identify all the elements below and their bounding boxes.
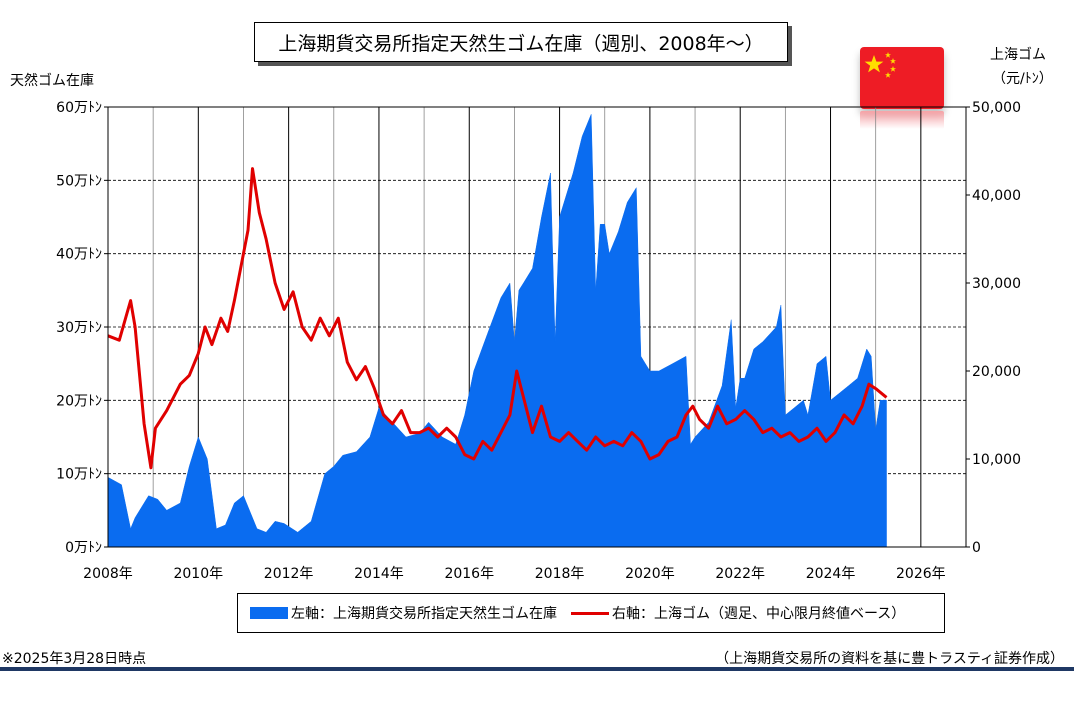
source-note: （上海期貨交易所の資料を基に豊トラスティ証券作成） bbox=[715, 651, 1064, 667]
china-flag-stars bbox=[864, 52, 896, 78]
left-axis-tick-label: 0万ﾄﾝ bbox=[65, 540, 102, 556]
x-axis-tick-label: 2026年 bbox=[896, 566, 946, 582]
date-note: ※2025年3月28日時点 bbox=[2, 651, 147, 667]
inventory-area-series bbox=[107, 114, 887, 548]
left-axis-label: 天然ゴム在庫 bbox=[10, 73, 94, 89]
flag-reflection bbox=[860, 111, 944, 129]
x-axis-tick-label: 2016年 bbox=[444, 566, 494, 582]
right-axis-label: 上海ゴム bbox=[990, 47, 1046, 63]
right-axis-tick-label: 50,000 bbox=[972, 100, 1021, 116]
legend: 左軸：上海期貨交易所指定天然生ゴム在庫 右軸：上海ゴム（週足、中心限月終値ベース… bbox=[237, 593, 945, 633]
china-flag-icon bbox=[860, 47, 944, 109]
x-axis-tick-label: 2012年 bbox=[264, 566, 314, 582]
x-axis-tick-label: 2024年 bbox=[806, 566, 856, 582]
legend-line-label: 右軸：上海ゴム（週足、中心限月終値ベース） bbox=[612, 606, 906, 622]
left-axis-tick-label: 10万ﾄﾝ bbox=[56, 467, 102, 483]
legend-bar-label: 左軸：上海期貨交易所指定天然生ゴム在庫 bbox=[291, 606, 557, 622]
x-axis-tick-label: 2008年 bbox=[83, 566, 133, 582]
x-axis-tick-label: 2022年 bbox=[715, 566, 765, 582]
left-axis-tick-label: 60万ﾄﾝ bbox=[56, 100, 102, 116]
left-axis-tick-label: 30万ﾄﾝ bbox=[56, 320, 102, 336]
legend-bar-swatch bbox=[250, 607, 288, 619]
right-axis-tick-label: 20,000 bbox=[972, 364, 1021, 380]
right-axis-unit: （元/ﾄﾝ） bbox=[992, 71, 1053, 87]
right-axis-tick-label: 0 bbox=[972, 540, 981, 556]
x-axis-tick-label: 2020年 bbox=[625, 566, 675, 582]
x-axis-tick-label: 2018年 bbox=[535, 566, 585, 582]
legend-line-swatch bbox=[571, 611, 609, 615]
left-axis-tick-label: 40万ﾄﾝ bbox=[56, 247, 102, 263]
x-axis-tick-label: 2014年 bbox=[354, 566, 404, 582]
bottom-rule bbox=[0, 667, 1074, 671]
price-line-series bbox=[107, 167, 888, 470]
chart-title: 上海期貨交易所指定天然生ゴム在庫（週別、2008年～） bbox=[254, 22, 788, 62]
left-axis-tick-label: 50万ﾄﾝ bbox=[56, 173, 102, 189]
right-axis-tick-label: 30,000 bbox=[972, 276, 1021, 292]
right-axis-tick-label: 10,000 bbox=[972, 452, 1021, 468]
left-axis-tick-label: 20万ﾄﾝ bbox=[56, 393, 102, 409]
right-axis-tick-label: 40,000 bbox=[972, 188, 1021, 204]
x-axis-tick-label: 2010年 bbox=[173, 566, 223, 582]
